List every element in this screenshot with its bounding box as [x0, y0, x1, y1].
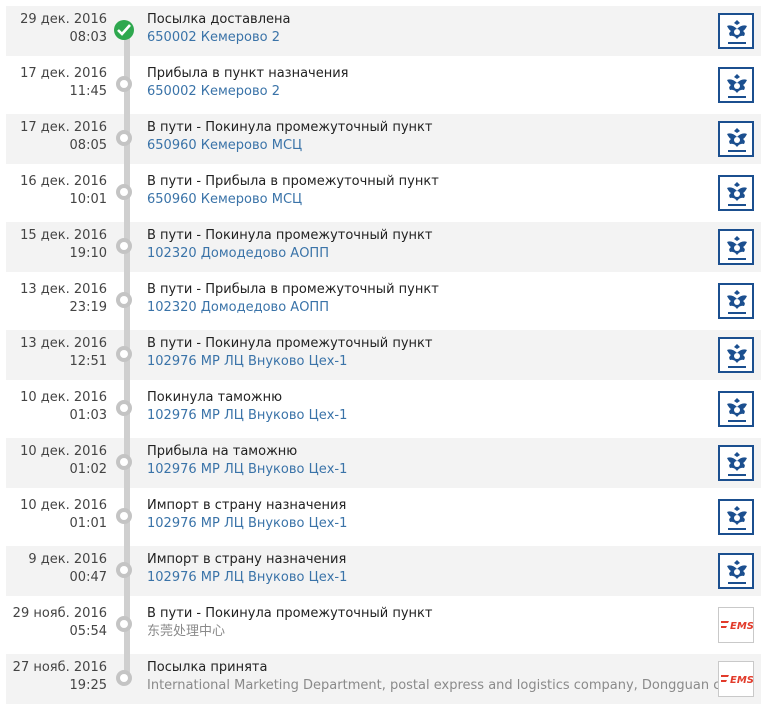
- tracking-event-row: 13 дек. 2016 12:51 В пути - Покинула про…: [6, 330, 761, 380]
- russian-post-icon: [718, 13, 754, 49]
- russian-post-icon: [718, 499, 754, 535]
- ems-icon: EMS: [718, 607, 754, 643]
- tracking-event-row: 29 нояб. 2016 05:54 В пути - Покинула пр…: [6, 600, 761, 650]
- event-date: 29 дек. 2016: [20, 12, 107, 27]
- timeline-dot-icon: [116, 184, 132, 200]
- event-status: В пути - Покинула промежуточный пункт: [147, 120, 433, 135]
- russian-post-icon: [718, 391, 754, 427]
- tracking-event-row: 10 дек. 2016 01:01 Импорт в страну назна…: [6, 492, 761, 542]
- timeline-dot-icon: [116, 238, 132, 254]
- timeline-dot-icon: [116, 346, 132, 362]
- russian-post-icon: [718, 337, 754, 373]
- event-status: Импорт в страну назначения: [147, 552, 347, 567]
- russian-post-icon: [718, 553, 754, 589]
- tracking-event-row: 9 дек. 2016 00:47 Импорт в страну назнач…: [6, 546, 761, 596]
- russian-post-icon: [718, 445, 754, 481]
- event-status: В пути - Покинула промежуточный пункт: [147, 606, 433, 621]
- event-time: 01:02: [69, 462, 107, 477]
- event-time: 10:01: [69, 192, 107, 207]
- ems-icon: EMS: [718, 661, 754, 697]
- tracking-event-row: 10 дек. 2016 01:03 Покинула таможню 1029…: [6, 384, 761, 434]
- event-status: В пути - Покинула промежуточный пункт: [147, 336, 433, 351]
- event-time: 00:47: [69, 570, 107, 585]
- event-time: 08:03: [69, 30, 107, 45]
- event-status: В пути - Покинула промежуточный пункт: [147, 228, 433, 243]
- timeline-dot-icon: [116, 670, 132, 686]
- timeline-dot-icon: [116, 508, 132, 524]
- event-time: 08:05: [69, 138, 107, 153]
- event-date: 27 нояб. 2016: [12, 660, 107, 675]
- russian-post-icon: [718, 121, 754, 157]
- event-status: Посылка доставлена: [147, 12, 291, 27]
- event-status: В пути - Прибыла в промежуточный пункт: [147, 282, 439, 297]
- event-time: 05:54: [69, 624, 107, 639]
- timeline-dot-icon: [116, 454, 132, 470]
- event-location[interactable]: 102320 Домодедово АОПП: [147, 300, 329, 315]
- event-location[interactable]: 650002 Кемерово 2: [147, 84, 281, 99]
- event-location[interactable]: 102320 Домодедово АОПП: [147, 246, 329, 261]
- event-location[interactable]: 650960 Кемерово МСЦ: [147, 138, 303, 153]
- tracking-event-row: 17 дек. 2016 11:45 Прибыла в пункт назна…: [6, 60, 761, 110]
- event-date: 16 дек. 2016: [20, 174, 107, 189]
- event-status: Прибыла на таможню: [147, 444, 298, 459]
- tracking-event-row: 29 дек. 2016 08:03 Посылка доставлена 65…: [6, 6, 761, 56]
- event-status: Импорт в страну назначения: [147, 498, 347, 513]
- timeline-dot-icon: [116, 400, 132, 416]
- delivered-check-icon: [114, 20, 134, 40]
- tracking-event-row: 17 дек. 2016 08:05 В пути - Покинула про…: [6, 114, 761, 164]
- timeline-dot-icon: [116, 616, 132, 632]
- event-date: 29 нояб. 2016: [12, 606, 107, 621]
- svg-text:EMS: EMS: [730, 621, 753, 632]
- event-location[interactable]: 102976 МР ЛЦ Внуково Цех-1: [147, 570, 348, 585]
- event-time: 01:03: [69, 408, 107, 423]
- event-location[interactable]: International Marketing Department, post…: [147, 678, 737, 693]
- event-location[interactable]: 东莞处理中心: [147, 624, 226, 639]
- tracking-event-row: 13 дек. 2016 23:19 В пути - Прибыла в пр…: [6, 276, 761, 326]
- russian-post-icon: [718, 283, 754, 319]
- event-date: 17 дек. 2016: [20, 120, 107, 135]
- svg-text:EMS: EMS: [730, 675, 753, 686]
- tracking-event-row: 16 дек. 2016 10:01 В пути - Прибыла в пр…: [6, 168, 761, 218]
- event-location[interactable]: 650002 Кемерово 2: [147, 30, 281, 45]
- event-date: 10 дек. 2016: [20, 390, 107, 405]
- event-location[interactable]: 102976 МР ЛЦ Внуково Цех-1: [147, 354, 348, 369]
- event-status: Покинула таможню: [147, 390, 283, 405]
- event-date: 13 дек. 2016: [20, 282, 107, 297]
- tracking-event-row: 27 нояб. 2016 19:25 Посылка принята Inte…: [6, 654, 761, 704]
- event-time: 01:01: [69, 516, 107, 531]
- russian-post-icon: [718, 175, 754, 211]
- event-location[interactable]: 102976 МР ЛЦ Внуково Цех-1: [147, 408, 348, 423]
- event-date: 15 дек. 2016: [20, 228, 107, 243]
- event-time: 12:51: [69, 354, 107, 369]
- event-location[interactable]: 102976 МР ЛЦ Внуково Цех-1: [147, 462, 348, 477]
- event-location[interactable]: 102976 МР ЛЦ Внуково Цех-1: [147, 516, 348, 531]
- timeline-dot-icon: [116, 292, 132, 308]
- russian-post-icon: [718, 229, 754, 265]
- timeline-dot-icon: [116, 562, 132, 578]
- russian-post-icon: [718, 67, 754, 103]
- event-time: 23:19: [69, 300, 107, 315]
- event-status: Посылка принята: [147, 660, 268, 675]
- event-date: 13 дек. 2016: [20, 336, 107, 351]
- event-time: 19:25: [69, 678, 107, 693]
- event-time: 11:45: [69, 84, 107, 99]
- tracking-event-row: 15 дек. 2016 19:10 В пути - Покинула про…: [6, 222, 761, 272]
- event-status: Прибыла в пункт назначения: [147, 66, 349, 81]
- event-status: В пути - Прибыла в промежуточный пункт: [147, 174, 439, 189]
- event-date: 17 дек. 2016: [20, 66, 107, 81]
- event-location[interactable]: 650960 Кемерово МСЦ: [147, 192, 303, 207]
- timeline-dot-icon: [116, 130, 132, 146]
- event-date: 10 дек. 2016: [20, 444, 107, 459]
- event-date: 10 дек. 2016: [20, 498, 107, 513]
- timeline-dot-icon: [116, 76, 132, 92]
- tracking-event-row: 10 дек. 2016 01:02 Прибыла на таможню 10…: [6, 438, 761, 488]
- event-time: 19:10: [69, 246, 107, 261]
- event-date: 9 дек. 2016: [28, 552, 107, 567]
